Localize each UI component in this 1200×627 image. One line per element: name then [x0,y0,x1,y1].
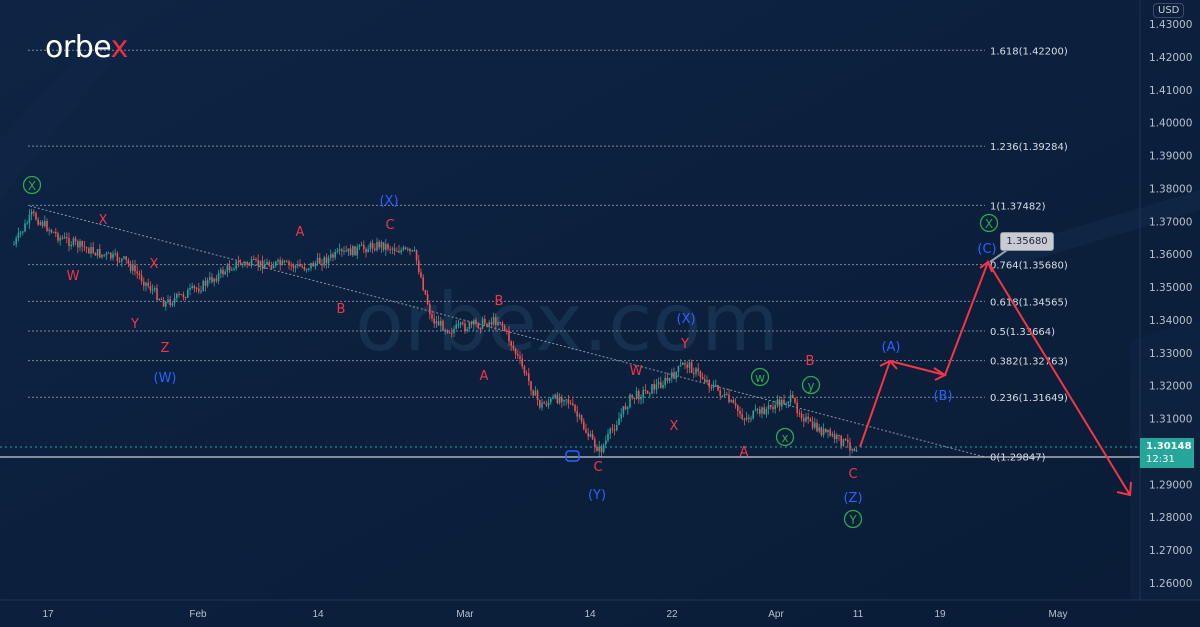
wave-label: A [740,445,749,460]
price-tick: 1.32000 [1149,381,1192,393]
decor-shape [0,20,130,200]
time-tick: 14 [584,609,596,620]
price-tick: 1.28000 [1149,512,1192,524]
fib-label: 1.236(1.39284) [990,142,1068,153]
fibonacci-levels[interactable]: 1.618(1.42200) 1.236(1.39284) 1(1.37482) 0.… [28,46,1068,463]
wave-label: W [67,269,80,284]
price-tick: 1.35000 [1149,282,1192,294]
wave-label: B [806,354,815,369]
fib-label: 0.764(1.35680) [990,261,1068,272]
price-tick: 1.41000 [1149,85,1192,97]
price-tick: 1.42000 [1149,52,1192,64]
time-tick: 22 [666,609,678,620]
current-price-value: 1.30148 [1146,441,1192,452]
wave-label: X [28,179,36,193]
wave-circle [750,367,770,387]
fib-label: 1(1.37482) [990,201,1046,212]
price-tick: 1.34000 [1149,315,1192,327]
candlesticks [13,208,858,457]
anchor-handle[interactable] [565,450,580,462]
wave-label: (Y) [588,488,606,503]
arrowheads [879,260,1132,497]
time-tick: Mar [456,609,474,620]
logo-accent: x [110,30,129,65]
wave-circle [843,509,863,529]
wave-circle [801,375,821,395]
wave-labels: X X W X Y Z (W) A B (X) C B A C (Y) W X (X) Yw By x A C (Z) Y (A)… [22,175,999,529]
time-tick: Feb [189,609,207,620]
price-tick: 1.39000 [1149,151,1192,163]
wave-label: Z [161,341,170,356]
wave-label: Y [848,513,857,527]
price-tick: 1.43000 [1149,19,1192,31]
wave-label: W [630,364,643,379]
wave-label: X [670,419,679,434]
price-tick: 1.38000 [1149,183,1192,195]
fib-label: 0.236(1.31649) [990,393,1068,404]
fib-label: 0.618(1.34565) [990,297,1068,308]
time-tick: 14 [312,609,324,620]
price-tick: 1.40000 [1149,118,1192,130]
trendline[interactable] [29,205,986,458]
wave-label: (B) [933,389,952,404]
wave-label: y [807,379,814,393]
wave-label: (Z) [843,491,862,506]
current-price-tag: 1.30148 12:31 [1140,438,1194,468]
price-axis[interactable]: 1.43000 1.42000 1.41000 1.40000 1.39000 1.380… [1149,19,1192,590]
wave-label: (X) [379,194,398,209]
bar-countdown: 12:31 [1146,454,1175,465]
price-tick: 1.29000 [1149,479,1192,491]
wave-label: w [755,371,765,385]
wave-circle [775,427,795,447]
wave-label: x [781,431,788,445]
price-tick: 1.37000 [1149,216,1192,228]
price-tick: 1.33000 [1149,348,1192,360]
wave-label: X [150,257,159,272]
wave-label: C [385,218,394,233]
logo-text: orbe [45,30,111,65]
price-callout: 1.35680 [1000,232,1054,251]
wave-label: A [480,369,489,384]
wave-label: X [99,213,108,228]
watermark: orbex.com [355,276,779,369]
orbex-logo: orbex [45,30,128,65]
fib-label: 0.382(1.32763) [990,357,1068,368]
time-tick: 17 [42,609,54,620]
wave-label: Y [680,337,689,352]
price-tick: 1.31000 [1149,414,1192,426]
price-tick: 1.26000 [1149,578,1192,590]
wave-label: (A) [881,340,900,355]
currency-badge[interactable]: USD [1153,3,1185,18]
wave-label: (X) [676,312,695,327]
time-tick: May [1049,609,1068,620]
wave-label: B [337,302,346,317]
wave-label: (W) [154,371,177,386]
wave-label: (C) [977,242,996,257]
wave-circle [979,213,999,233]
time-tick: 19 [934,609,946,620]
wave-circle [22,175,42,195]
fib-label: 0.5(1.33664) [990,327,1055,338]
wave-label: B [495,294,504,309]
wave-label: X [985,217,993,231]
wave-label: Y [130,317,139,332]
time-tick: 11 [853,609,864,620]
time-axis[interactable]: 17 Feb 14 Mar 14 22 Apr 11 19 May [42,609,1067,620]
wave-label: C [848,467,857,482]
wave-label: A [296,225,305,240]
fib-label: 0(1.29847) [990,452,1046,463]
time-tick: Apr [768,609,784,620]
price-tick: 1.36000 [1149,249,1192,261]
wave-label: C [593,460,602,475]
price-tick: 1.27000 [1149,545,1192,557]
fib-label: 1.618(1.42200) [990,46,1068,57]
